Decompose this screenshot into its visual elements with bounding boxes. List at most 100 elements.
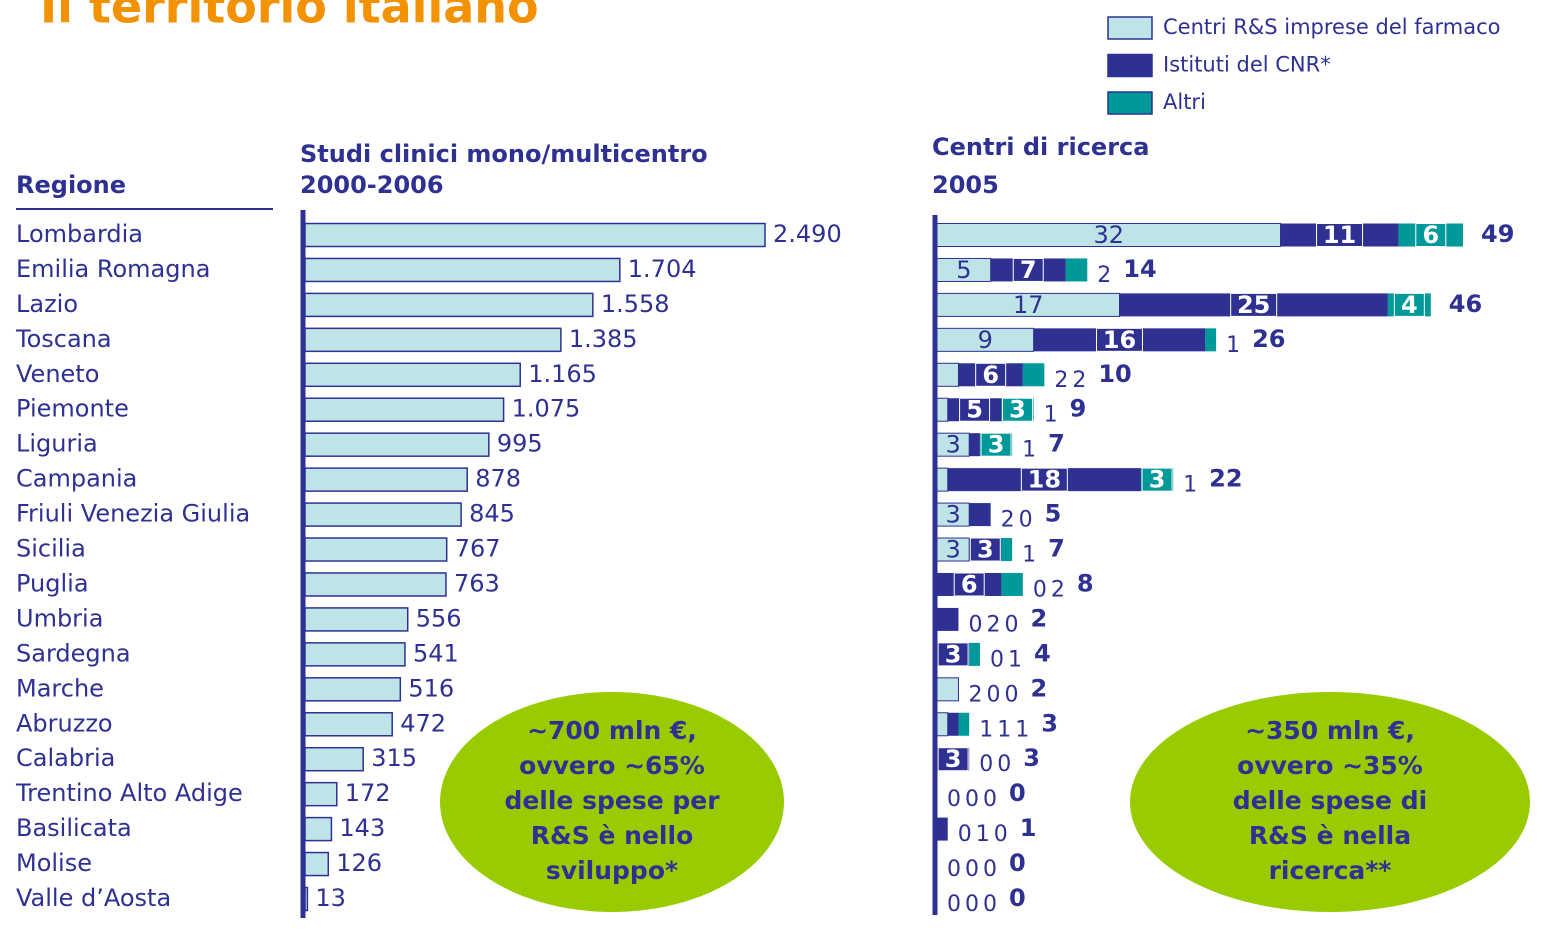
segment-label: 1 — [1044, 403, 1058, 428]
segment-label: 2 — [1097, 263, 1111, 288]
total-label: 26 — [1252, 325, 1285, 353]
bar-segment — [969, 433, 980, 457]
callout-text: ovvero ~35% — [1237, 751, 1423, 780]
total-label: 9 — [1070, 395, 1087, 423]
bar-segment — [936, 397, 949, 422]
segment-label: 2 — [1001, 508, 1015, 533]
region-label: Toscana — [15, 325, 112, 353]
segment-label: 0 — [990, 647, 1004, 672]
segment-label: 0 — [983, 892, 997, 917]
bar-segment — [936, 467, 949, 492]
bar — [304, 257, 621, 283]
label-box — [1012, 257, 1044, 282]
segment-label: 3 — [945, 745, 962, 773]
region-label: Emilia Romagna — [16, 255, 210, 283]
row-header: Regione — [16, 171, 126, 199]
segment-label: 0 — [1004, 612, 1018, 637]
region-label: Campania — [16, 465, 137, 493]
callout-text: R&S è nella — [1249, 821, 1411, 850]
region-label: Trentino Alto Adige — [15, 779, 243, 807]
region-label: Marche — [16, 674, 104, 702]
segment-label: 0 — [997, 752, 1011, 777]
legend-swatch — [1107, 16, 1153, 40]
bar — [304, 607, 409, 632]
callout-text: delle spese per — [504, 786, 720, 815]
label-box — [937, 747, 969, 772]
value-label: 315 — [371, 744, 417, 772]
segment-label: 0 — [965, 787, 979, 812]
bar-segment — [936, 362, 959, 387]
region-label: Valle d’Aosta — [16, 884, 171, 912]
legend-label: Istituti del CNR* — [1163, 53, 1331, 77]
label-box — [975, 362, 1007, 387]
segment-label: 0 — [965, 857, 979, 882]
segment-label: 2 — [968, 682, 982, 707]
total-label: 46 — [1449, 290, 1482, 318]
callout-text: ~350 mln €, — [1245, 716, 1415, 745]
value-label: 472 — [400, 709, 446, 737]
bar-segment — [937, 817, 948, 841]
segment-label: 0 — [1019, 508, 1033, 533]
value-label: 1.704 — [628, 255, 697, 283]
segment-label: 0 — [968, 612, 982, 637]
bar-segment — [1001, 572, 1023, 596]
segment-label: 1 — [1008, 647, 1022, 672]
label-box — [937, 642, 969, 667]
total-label: 2 — [1030, 674, 1047, 702]
segment-label: 3 — [977, 536, 994, 564]
value-label: 1.385 — [569, 325, 638, 353]
region-label: Lombardia — [16, 220, 143, 248]
chart-subtitle: 2000-2006 — [300, 171, 444, 199]
region-label: Basilicata — [16, 814, 132, 842]
bar — [304, 572, 447, 597]
segment-label: 0 — [947, 787, 961, 812]
segment-label: 0 — [979, 752, 993, 777]
bar-segment — [1001, 538, 1013, 562]
segment-label: 1 — [1022, 543, 1036, 568]
bar — [304, 851, 330, 877]
segment-label: 0 — [947, 857, 961, 882]
value-label: 13 — [315, 884, 346, 912]
value-label: 172 — [345, 779, 391, 807]
segment-label: 18 — [1028, 466, 1061, 494]
label-box — [980, 432, 1012, 457]
callout-text: sviluppo* — [546, 856, 678, 885]
segment-label: 16 — [1103, 326, 1136, 354]
value-label: 767 — [455, 535, 501, 563]
bar-segment — [936, 712, 949, 737]
value-label: 143 — [339, 814, 385, 842]
bar — [304, 816, 333, 842]
region-label: Sicilia — [16, 535, 86, 563]
label-box — [1095, 327, 1143, 352]
bar — [304, 537, 448, 562]
label-box — [1415, 223, 1447, 247]
bar-segment — [937, 607, 959, 631]
total-label: 4 — [1034, 639, 1051, 667]
region-label: Umbria — [16, 604, 103, 632]
value-label: 1.165 — [528, 360, 597, 388]
value-label: 126 — [336, 849, 382, 877]
segment-label: 1 — [979, 717, 993, 742]
segment-label: 11 — [1323, 221, 1356, 249]
segment-label: 0 — [1033, 577, 1047, 602]
segment-label: 2 — [1072, 368, 1086, 393]
segment-label: 0 — [958, 822, 972, 847]
bar — [304, 886, 309, 912]
region-label: Friuli Venezia Giulia — [16, 500, 250, 528]
value-label: 1.558 — [601, 290, 670, 318]
bar-segment — [1022, 363, 1045, 387]
segment-label: 17 — [1013, 291, 1044, 319]
callout — [440, 692, 784, 912]
segment-label: 0 — [965, 892, 979, 917]
label-box — [1316, 223, 1364, 247]
value-label: 995 — [497, 430, 543, 458]
segment-label: 6 — [1422, 221, 1439, 249]
total-label: 7 — [1048, 535, 1065, 563]
segment-label: 32 — [1093, 221, 1124, 249]
bar-segment — [947, 712, 959, 736]
segment-label: 2 — [1054, 368, 1068, 393]
segment-label: 3 — [1009, 396, 1026, 424]
segment-label: 3 — [945, 501, 960, 529]
bar-segment — [969, 642, 980, 666]
chart-title: Studi clinici mono/multicentro — [300, 140, 708, 168]
